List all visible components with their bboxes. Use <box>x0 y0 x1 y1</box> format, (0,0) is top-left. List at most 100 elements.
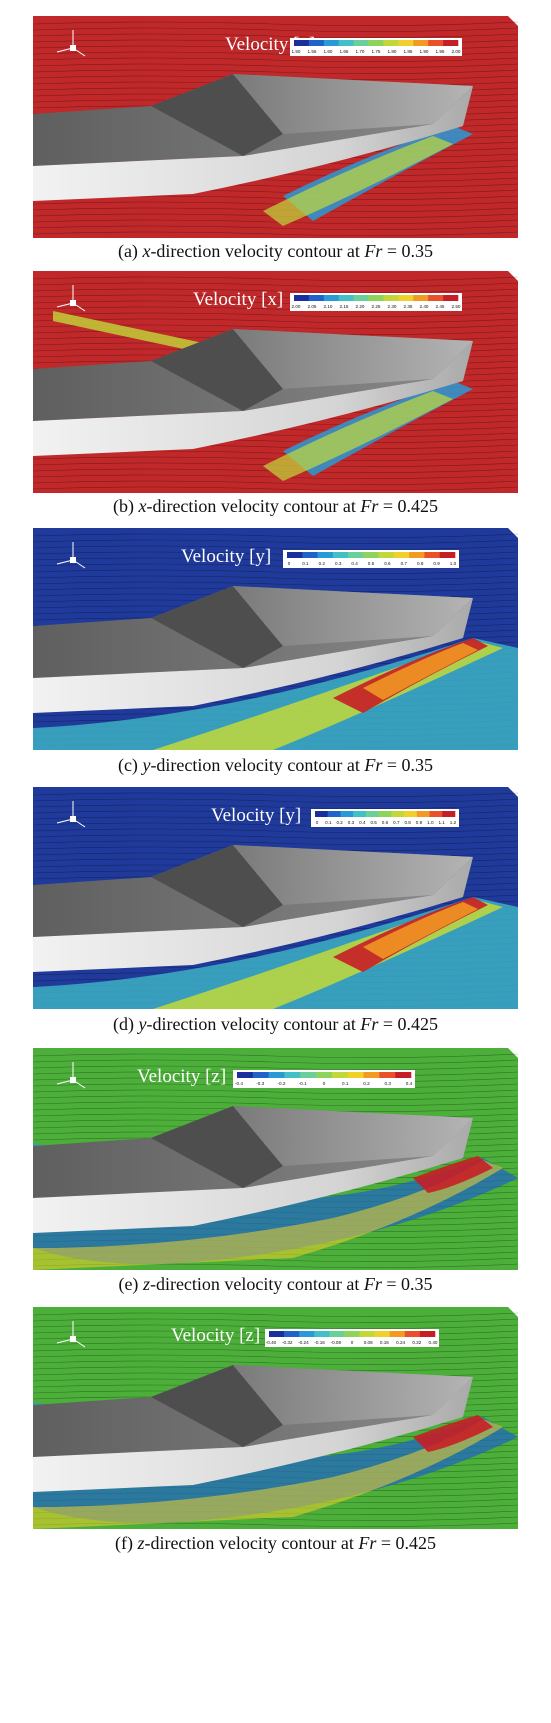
colorbar-tick-label: 1.85 <box>404 49 413 54</box>
colorbar-tick-label: 0 <box>323 1081 326 1086</box>
colorbar-segment <box>268 1072 285 1078</box>
colorbar-segment <box>395 1072 412 1078</box>
colorbar-segment <box>299 1331 315 1337</box>
colorbar-segment <box>353 295 369 301</box>
color-legend: Velocity [x]1.50 1.55 1.60 1.65 1.70 1.75 1.80… <box>225 34 462 56</box>
colorbar-tick-label: 0.4 <box>359 820 366 825</box>
panel-d: Velocity [y] 0 0.1 0.2 0.3 0.4 0.5 0.6 0.7 0.8 0.9… <box>33 787 518 1009</box>
colorbar-segment <box>363 1072 380 1078</box>
caption-froude-value: = 0.425 <box>378 496 439 516</box>
color-legend: Velocity [y] 0 0.1 0.2 0.3 0.4 0.5 0.6 0.7 0.8 0.9… <box>181 546 459 568</box>
colorbar-segment <box>374 1331 391 1337</box>
colorbar-tick-label: 2.05 <box>308 304 317 309</box>
axis-triad-icon <box>56 542 86 569</box>
axis-triad-icon <box>56 1062 86 1089</box>
legend-title: Velocity [y] <box>211 805 301 826</box>
colorbar-segment <box>269 1331 285 1337</box>
colorbar-segment <box>383 40 399 46</box>
caption-prefix: (a) <box>117 241 143 261</box>
panel-f: Velocity [z] -0.40 -0.32 -0.24 -0.16 -0.08 0 0.… <box>33 1307 518 1529</box>
colorbar-segment <box>393 552 410 558</box>
colorbar-tick-label: 0.2 <box>363 1081 370 1086</box>
colorbar-segment <box>340 811 354 817</box>
colorbar-segment <box>300 1072 317 1078</box>
colorbar-tick-label: 0.8 <box>404 820 411 825</box>
colorbar-tick-label: 2.30 <box>388 304 397 309</box>
colorbar-tick-label: 0.16 <box>380 1340 389 1345</box>
colorbar-segment <box>353 40 369 46</box>
colorbar-tick-label: 2.00 <box>292 304 301 309</box>
colorbar-tick-label: 2.25 <box>372 304 381 309</box>
colorbar-segment <box>317 552 334 558</box>
colorbar-tick-label: 1.1 <box>438 820 445 825</box>
colorbar-segment <box>353 811 367 817</box>
colorbar-tick-label: 0.6 <box>382 820 389 825</box>
colorbar-tick-label: 0.24 <box>396 1340 405 1345</box>
hull <box>33 74 473 201</box>
colorbar-segment <box>368 295 384 301</box>
panel-e: Velocity [z] -0.4 -0.3 -0.2 -0.1 0 0.1 0.2 0.3 0.… <box>33 1048 518 1270</box>
colorbar-tick-label: 1.55 <box>308 49 317 54</box>
colorbar-tick-label: 1.0 <box>450 561 457 566</box>
caption-text: -direction velocity contour at <box>150 241 365 261</box>
colorbar-tick-label: -0.1 <box>299 1081 307 1086</box>
colorbar-segment <box>379 1072 396 1078</box>
colorbar-segment <box>284 1331 300 1337</box>
colorbar-tick-label: -0.2 <box>278 1081 286 1086</box>
hull <box>33 329 473 456</box>
colorbar-segment <box>284 1072 301 1078</box>
colorbar-segment <box>404 811 418 817</box>
legend-title: Velocity [z] <box>137 1066 226 1087</box>
colorbar-tick-label: 0.4 <box>351 561 358 566</box>
figure-caption: (c) y-direction velocity contour at Fr =… <box>0 755 551 776</box>
legend-title: Velocity [x] <box>193 289 283 310</box>
figure-caption: (d) y-direction velocity contour at Fr =… <box>0 1014 551 1035</box>
colorbar-segment <box>389 1331 406 1337</box>
colorbar-tick-label: 2.35 <box>404 304 413 309</box>
colorbar-segment <box>294 40 310 46</box>
caption-prefix: (b) <box>112 496 139 516</box>
colorbar-tick-label: 0.32 <box>412 1340 421 1345</box>
velocity-render-d: Velocity [y] 0 0.1 0.2 0.3 0.4 0.5 0.6 0.7 0.8 0.9… <box>33 787 518 1009</box>
hull <box>33 1106 473 1233</box>
colorbar-segment <box>287 552 303 558</box>
colorbar-tick-label: 1.90 <box>420 49 429 54</box>
colorbar-tick-label: -0.40 <box>266 1340 277 1345</box>
legend-title: Velocity [y] <box>181 546 271 567</box>
colorbar-segment <box>363 552 379 558</box>
colorbar-segment <box>347 1072 364 1078</box>
colorbar-segment <box>237 1072 254 1078</box>
colorbar-tick-label: 1.75 <box>372 49 381 54</box>
caption-axis: y <box>142 755 151 775</box>
colorbar-tick-label: 0.08 <box>364 1340 373 1345</box>
colorbar-segment <box>416 811 430 817</box>
colorbar-tick-label: 0.1 <box>302 561 309 566</box>
colorbar-segment <box>378 552 395 558</box>
axis-triad-icon <box>56 285 86 312</box>
colorbar-segment <box>316 1072 333 1078</box>
hull <box>33 586 473 713</box>
velocity-render-c: Velocity [y] 0 0.1 0.2 0.3 0.4 0.5 0.6 0.7 0.8 0.9… <box>33 528 518 750</box>
colorbar-segment <box>378 811 392 817</box>
figure-caption: (a) x-direction velocity contour at Fr =… <box>0 241 551 262</box>
colorbar-tick-label: 0.9 <box>433 561 440 566</box>
colorbar-segment <box>308 295 325 301</box>
colorbar-tick-label: 2.10 <box>324 304 333 309</box>
colorbar-tick-label: 0.7 <box>401 561 408 566</box>
colorbar-segment <box>338 40 354 46</box>
colorbar-segment <box>398 40 414 46</box>
colorbar-segment <box>344 1331 360 1337</box>
colorbar-tick-label: 1.0 <box>427 820 434 825</box>
colorbar-tick-label: 2.20 <box>356 304 365 309</box>
colorbar-segment <box>332 552 349 558</box>
caption-froude-value: = 0.35 <box>382 241 434 261</box>
colorbar-tick-label: 0 <box>316 820 319 825</box>
panel-b: Velocity [x] 2.00 2.05 2.10 2.15 2.20 2.25 2.30… <box>33 271 518 493</box>
wake-region <box>263 126 473 226</box>
colorbar-tick-label: -0.24 <box>298 1340 309 1345</box>
colorbar-tick-label: -0.3 <box>256 1081 264 1086</box>
colorbar-segment <box>348 552 364 558</box>
axis-triad-icon <box>56 1321 86 1348</box>
velocity-render-f: Velocity [z] -0.40 -0.32 -0.24 -0.16 -0.08 0 0.… <box>33 1307 518 1529</box>
axis-triad-icon <box>56 801 86 828</box>
